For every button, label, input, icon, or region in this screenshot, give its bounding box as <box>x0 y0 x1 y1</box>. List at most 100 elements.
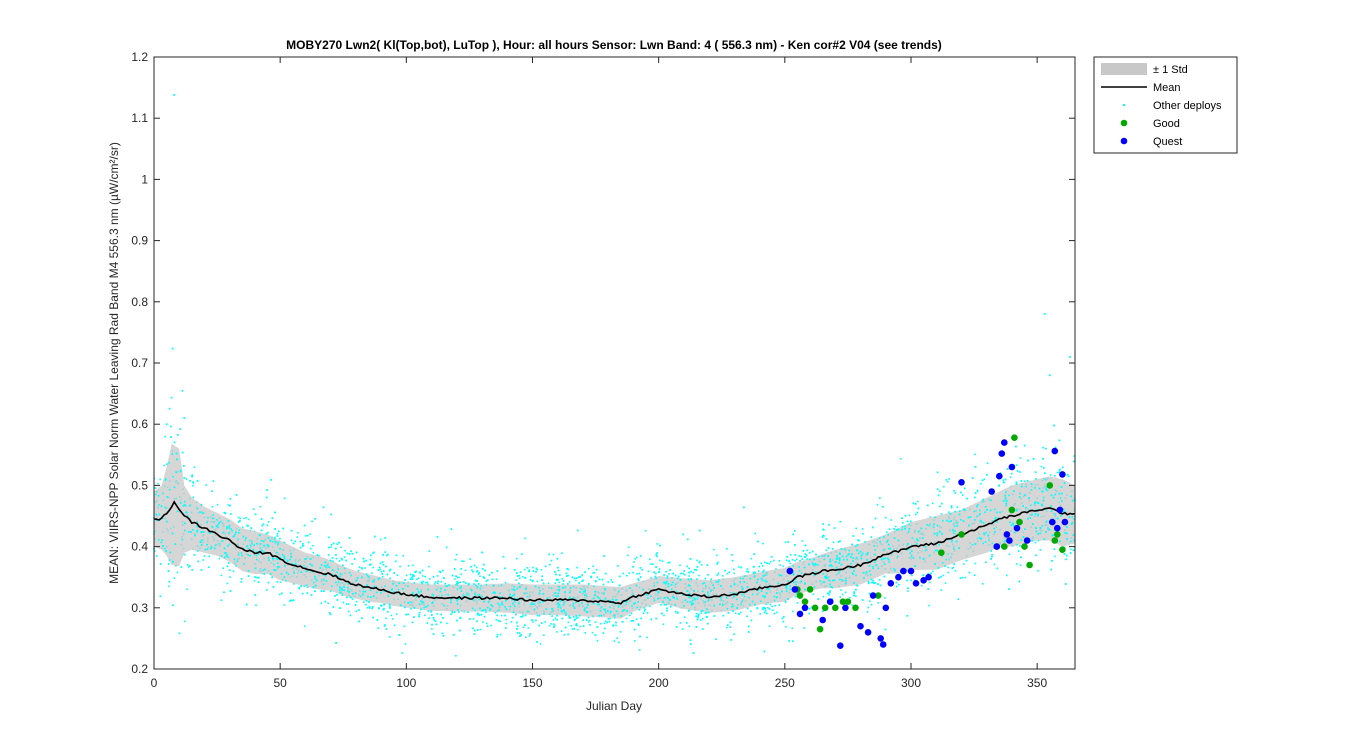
other-deploy-point <box>421 601 423 603</box>
other-deploy-point <box>294 562 297 565</box>
other-deploy-point <box>768 625 771 627</box>
other-deploy-point <box>210 547 212 550</box>
other-deploy-point <box>693 590 695 592</box>
other-deploy-point <box>625 603 628 605</box>
other-deploy-point <box>901 522 904 524</box>
other-deploy-point <box>592 572 594 574</box>
other-deploy-point <box>170 436 172 438</box>
other-deploy-point <box>824 576 826 578</box>
other-deploy-point <box>853 582 855 584</box>
other-deploy-point <box>829 560 831 563</box>
std-band-layer <box>154 443 1075 619</box>
other-deploy-point <box>393 572 395 574</box>
other-deploy-point <box>982 522 985 524</box>
other-deploy-point <box>237 553 240 556</box>
other-deploy-point <box>1019 564 1022 566</box>
other-deploy-point <box>556 558 559 560</box>
other-deploy-point <box>259 505 262 508</box>
other-deploy-point <box>762 595 764 597</box>
other-deploy-point <box>627 554 629 557</box>
other-deploy-point <box>409 601 412 603</box>
other-deploy-point <box>346 552 349 555</box>
other-deploy-point <box>519 577 521 579</box>
other-deploy-point <box>906 579 908 582</box>
other-deploy-point <box>1015 445 1017 448</box>
other-deploy-point <box>1040 465 1043 468</box>
other-deploy-point <box>1034 513 1037 515</box>
other-deploy-point <box>331 569 334 571</box>
other-deploy-point <box>911 550 913 552</box>
other-deploy-point <box>183 553 186 556</box>
other-deploy-point <box>229 576 231 578</box>
other-deploy-point <box>684 599 687 601</box>
other-deploy-point <box>403 625 406 628</box>
other-deploy-point <box>577 617 579 619</box>
other-deploy-point <box>187 566 190 568</box>
other-deploy-point <box>475 570 478 573</box>
other-deploy-point <box>609 611 612 614</box>
other-deploy-point <box>768 588 770 590</box>
other-deploy-point <box>314 575 316 578</box>
other-deploy-point <box>557 592 560 595</box>
other-deploy-point <box>265 532 268 535</box>
other-deploy-point <box>942 574 945 577</box>
other-deploy-point <box>283 555 285 558</box>
other-deploy-point <box>350 574 352 577</box>
other-deploy-point <box>663 614 665 617</box>
other-deploy-point <box>522 614 524 616</box>
other-deploy-point <box>436 613 439 615</box>
other-deploy-point <box>1053 424 1055 427</box>
other-deploy-point <box>990 550 992 552</box>
other-deploy-point <box>974 496 976 499</box>
other-deploy-point <box>524 577 526 579</box>
other-deploy-point <box>427 588 429 591</box>
other-deploy-point <box>985 531 987 534</box>
other-deploy-point <box>907 543 909 545</box>
other-deploy-point <box>855 595 857 597</box>
other-deploy-point <box>991 553 993 556</box>
other-deploy-point <box>349 614 352 617</box>
other-deploy-point <box>267 531 269 534</box>
other-deploy-point <box>581 580 583 583</box>
other-deploy-point <box>244 539 247 542</box>
other-deploy-point <box>697 613 700 616</box>
other-deploy-point <box>415 596 418 598</box>
other-deploy-point <box>385 617 387 620</box>
other-deploy-point <box>270 479 272 481</box>
other-deploy-point <box>913 579 916 581</box>
other-deploy-point <box>516 587 518 590</box>
other-deploy-point <box>541 579 543 581</box>
other-deploy-point <box>600 606 603 608</box>
other-deploy-point <box>1017 550 1020 552</box>
other-deploy-point <box>822 534 824 537</box>
other-deploy-point <box>223 511 226 514</box>
other-deploy-point <box>563 601 565 604</box>
other-deploy-point <box>299 540 302 543</box>
other-deploy-point <box>944 582 947 584</box>
other-deploy-point <box>456 581 459 583</box>
other-deploy-point <box>800 555 802 558</box>
other-deploy-point <box>505 618 508 621</box>
other-deploy-point <box>853 592 855 595</box>
other-deploy-point <box>766 580 768 583</box>
other-deploy-point <box>516 628 518 630</box>
other-deploy-point <box>1066 473 1069 476</box>
other-deploy-point <box>1037 570 1039 572</box>
other-deploy-point <box>495 618 498 621</box>
other-deploy-point <box>615 624 617 627</box>
other-deploy-point <box>404 579 406 581</box>
other-deploy-point <box>325 580 328 582</box>
other-deploy-point <box>344 567 346 570</box>
other-deploy-point <box>713 548 715 551</box>
other-deploy-point <box>440 613 442 616</box>
other-deploy-point <box>1011 472 1013 475</box>
other-deploy-point <box>432 617 435 619</box>
other-deploy-point <box>513 589 516 591</box>
other-deploy-point <box>582 579 584 582</box>
other-deploy-point <box>496 633 499 636</box>
other-deploy-point <box>437 582 439 585</box>
other-deploy-point <box>666 609 668 612</box>
other-deploy-point <box>748 625 750 628</box>
other-deploy-point <box>530 603 532 606</box>
other-deploy-point <box>413 616 415 618</box>
